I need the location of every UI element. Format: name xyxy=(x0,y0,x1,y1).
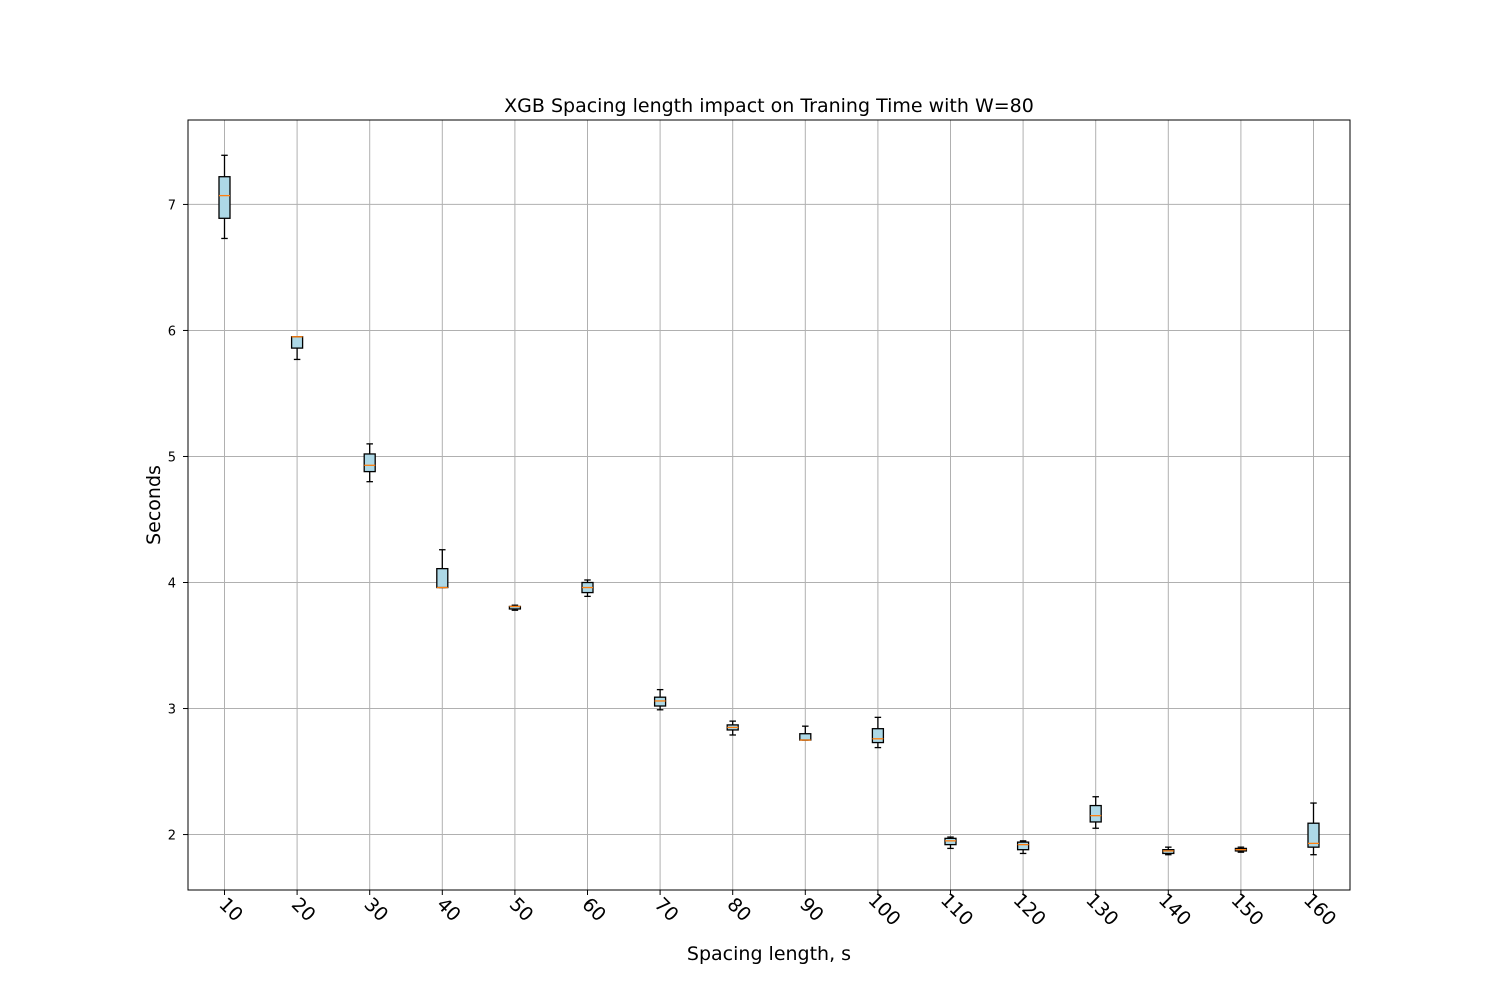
x-tick-label: 10 xyxy=(214,893,247,926)
grid-lines xyxy=(188,120,1350,890)
box-iqr xyxy=(1016,841,1030,851)
axis-ticks: 2 3 4 5 6 7 10 20 30 40 50 60 70 80 90 100 110 120 130 140 1… xyxy=(168,198,1341,930)
x-tick-label: 160 xyxy=(1299,889,1340,930)
x-tick-label: 50 xyxy=(505,893,538,926)
x-tick-label: 140 xyxy=(1154,889,1195,930)
box-iqr xyxy=(1089,804,1102,823)
chart-title: XGB Spacing length impact on Traning Tim… xyxy=(504,95,1034,117)
y-tick-label: 5 xyxy=(168,450,176,465)
y-axis-label: Seconds xyxy=(143,465,165,545)
x-tick-label: 20 xyxy=(287,893,320,926)
y-tick-label: 6 xyxy=(168,324,176,339)
x-tick-label: 70 xyxy=(650,893,683,926)
x-tick-label: 40 xyxy=(432,893,465,926)
x-tick-label: 100 xyxy=(864,889,905,930)
x-tick-label: 80 xyxy=(723,893,756,926)
box-iqr xyxy=(1307,822,1320,848)
y-tick-label: 4 xyxy=(168,577,176,592)
x-tick-label: 120 xyxy=(1009,889,1050,930)
box-series xyxy=(218,154,1320,856)
box-iqr xyxy=(436,567,449,589)
x-tick-label: 150 xyxy=(1227,889,1268,930)
x-tick-label: 90 xyxy=(795,893,828,926)
y-tick-label: 3 xyxy=(168,703,176,718)
plot-area-frame xyxy=(187,119,1351,891)
box-iqr xyxy=(218,176,231,219)
y-tick-label: 7 xyxy=(168,198,176,213)
y-tick-label: 2 xyxy=(168,829,176,844)
x-tick-label: 30 xyxy=(360,893,393,926)
box-iqr xyxy=(290,336,304,349)
x-tick-label: 130 xyxy=(1081,889,1122,930)
box-iqr xyxy=(799,733,812,741)
x-tick-label: 60 xyxy=(577,893,610,926)
box-iqr xyxy=(363,453,376,473)
x-tick-label: 110 xyxy=(936,889,977,930)
x-axis-label: Spacing length, s xyxy=(687,943,851,965)
box-iqr xyxy=(871,728,885,744)
